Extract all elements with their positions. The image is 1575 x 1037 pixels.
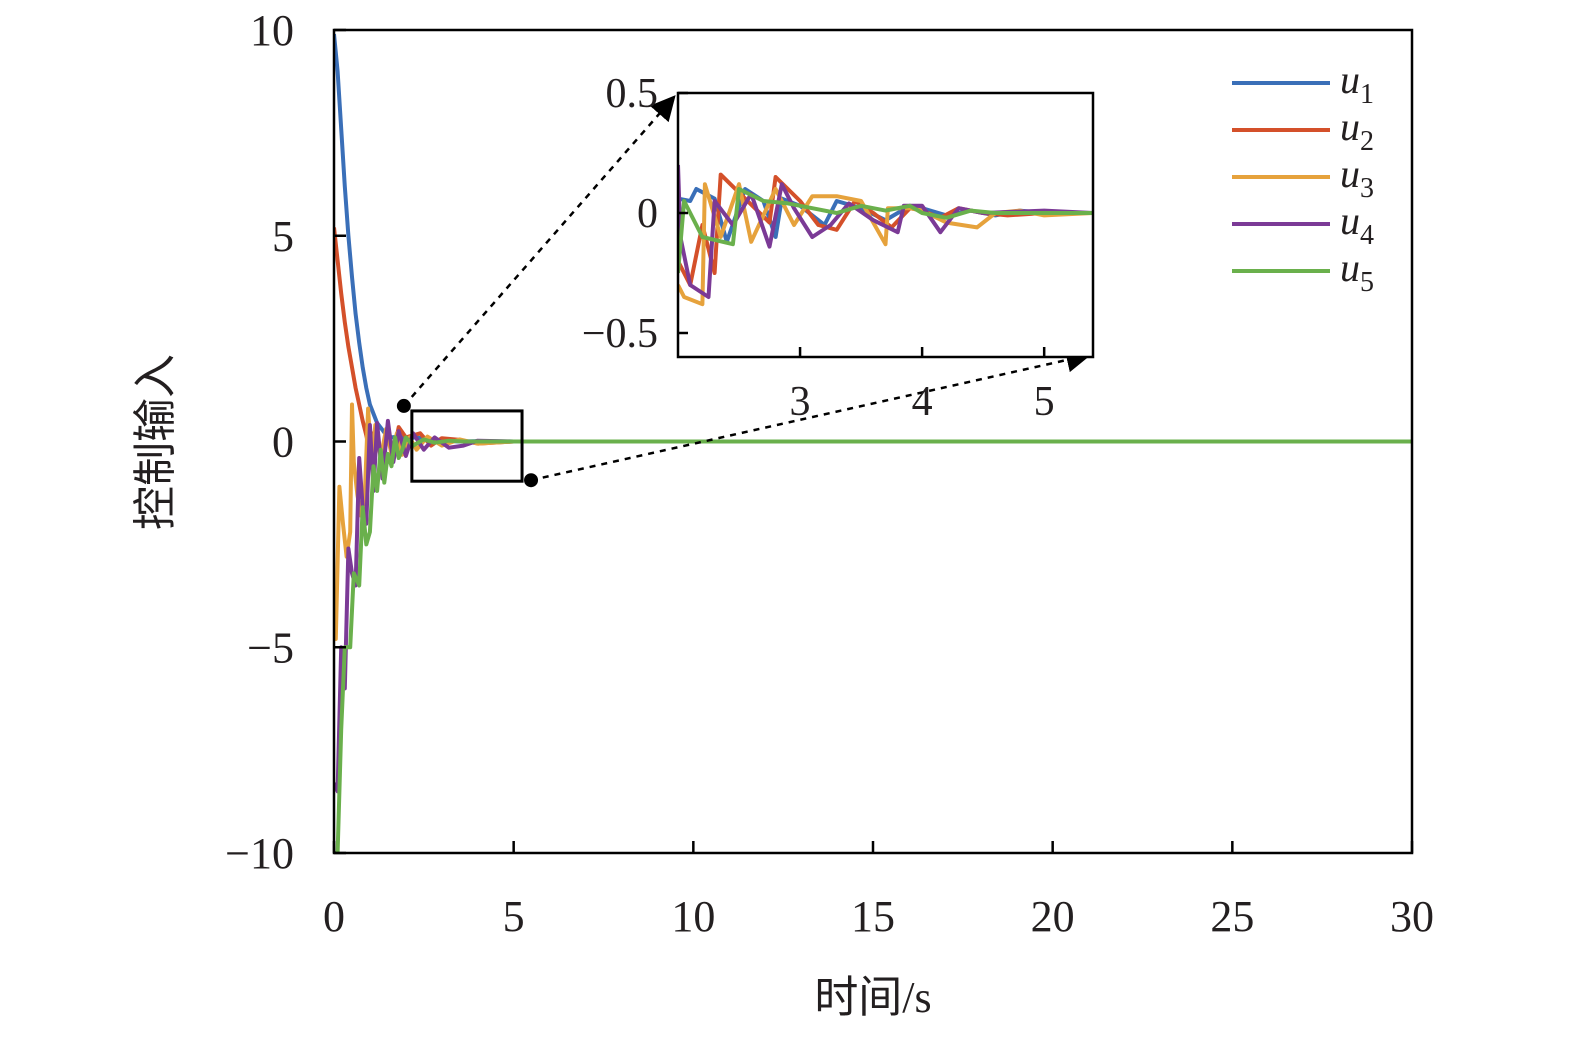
inset-series-line-u5 — [678, 187, 1093, 274]
inset-plot: 3 4 5 0.5 0 −0.5 — [582, 71, 1095, 425]
zoom-connector-dot-bottom — [524, 473, 539, 488]
inset-y-tick-label: −0.5 — [582, 311, 658, 357]
legend-label-u1: u1 — [1340, 57, 1374, 110]
main-x-ticks: 0 5 10 15 20 25 30 — [323, 841, 1434, 941]
inset-x-ticks: 3 4 5 — [790, 347, 1055, 425]
x-tick-label: 0 — [323, 892, 345, 941]
inset-series-line-u4 — [678, 164, 1093, 299]
series-line-u5 — [334, 435, 1412, 853]
legend-label-u4: u4 — [1340, 198, 1374, 251]
legend-label-u5: u5 — [1340, 245, 1374, 298]
x-tick-label: 10 — [671, 892, 715, 941]
x-tick-label: 20 — [1031, 892, 1075, 941]
inset-plot-frame — [676, 91, 1095, 359]
inset-y-tick-label: 0.5 — [606, 71, 659, 117]
zoom-region-rect — [410, 409, 524, 483]
y-tick-label: 10 — [250, 6, 294, 55]
legend-label-u3: u3 — [1340, 151, 1374, 204]
x-tick-label: 30 — [1390, 892, 1434, 941]
main-y-ticks: 10 5 0 −5 −10 — [225, 6, 346, 878]
zoom-indicator — [396, 95, 1092, 488]
y-tick-label: 5 — [272, 212, 294, 261]
main-series-lines — [334, 33, 1412, 853]
inset-series-lines — [678, 164, 1093, 307]
y-tick-label: −10 — [225, 829, 294, 878]
y-tick-label: 0 — [272, 418, 294, 467]
zoom-connector-dot-top — [396, 398, 411, 413]
inset-x-tick-label: 5 — [1034, 379, 1055, 425]
x-tick-label: 25 — [1210, 892, 1254, 941]
series-line-u4 — [334, 418, 1412, 794]
zoom-connector-top — [402, 95, 676, 407]
inset-y-tick-label: 0 — [637, 191, 658, 237]
inset-y-ticks: 0.5 0 −0.5 — [582, 71, 688, 357]
y-axis-title: 控制输入 — [131, 354, 180, 530]
y-tick-label: −5 — [247, 623, 294, 672]
inset-x-tick-label: 3 — [790, 379, 811, 425]
x-tick-label: 15 — [851, 892, 895, 941]
x-tick-label: 5 — [503, 892, 525, 941]
inset-x-tick-label: 4 — [912, 379, 933, 425]
x-axis-title: 时间/s — [814, 973, 931, 1022]
legend-label-u2: u2 — [1340, 104, 1374, 157]
